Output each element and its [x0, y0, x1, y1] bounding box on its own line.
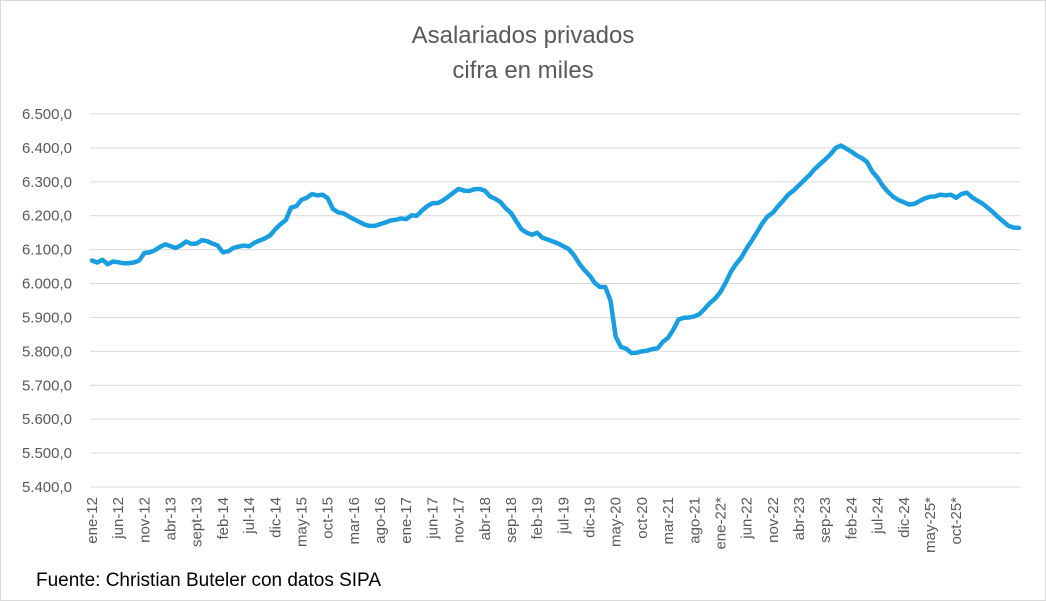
y-tick-label: 6.200,0: [22, 208, 72, 225]
y-tick-label: 5.400,0: [22, 479, 72, 496]
x-tick-label: ene-12: [84, 497, 101, 544]
x-tick-label: jun-17: [424, 497, 441, 540]
x-tick-label: nov-22: [765, 497, 782, 543]
chart-title: Asalariados privados: [411, 22, 635, 49]
x-tick-label: jul-19: [555, 497, 572, 535]
y-tick-label: 5.600,0: [22, 411, 72, 428]
x-tick-label: abr-18: [477, 497, 494, 540]
x-tick-label: sep-18: [503, 497, 520, 543]
x-tick-label: may-25*: [922, 497, 939, 553]
y-tick-label: 5.500,0: [22, 445, 72, 462]
y-tick-label: 5.900,0: [22, 309, 72, 326]
x-tick-label: ago-21: [686, 497, 703, 544]
x-tick-label: abr-13: [163, 497, 180, 540]
y-tick-label: 6.100,0: [22, 242, 72, 259]
x-tick-label: ene-17: [398, 497, 415, 544]
y-tick-label: 6.500,0: [22, 106, 72, 123]
x-tick-label: ene-22*: [712, 497, 729, 550]
x-tick-label: may-15: [293, 497, 310, 547]
x-tick-label: mar-16: [346, 497, 363, 545]
x-tick-label: nov-12: [136, 497, 153, 543]
series-line: [89, 143, 1022, 356]
x-tick-label: jun-12: [110, 497, 127, 540]
gridlines: [90, 113, 1021, 488]
x-tick-label: jun-22: [739, 497, 756, 540]
x-tick-label: feb-14: [215, 497, 232, 540]
x-tick-label: feb-24: [843, 497, 860, 540]
x-tick-label: dic-24: [896, 497, 913, 538]
y-tick-label: 6.300,0: [22, 174, 72, 191]
y-tick-label: 5.700,0: [22, 377, 72, 394]
x-tick-label: ago-16: [372, 497, 389, 544]
x-axis: ene-12 jun-12 nov-12 abr-13 sept-13 feb-14 jul…: [84, 497, 965, 553]
chart-subtitle: cifra en miles: [452, 57, 594, 84]
y-tick-label: 6.400,0: [22, 140, 72, 157]
x-tick-label: nov-17: [451, 497, 468, 543]
y-tick-label: 6.000,0: [22, 276, 72, 293]
y-tick-label: 5.800,0: [22, 343, 72, 360]
x-tick-label: sep-23: [817, 497, 834, 543]
x-tick-label: dic-19: [582, 497, 599, 538]
source-note: Fuente: Christian Buteler con datos SIPA: [36, 570, 381, 591]
x-tick-label: mar-21: [660, 497, 677, 545]
x-tick-label: feb-19: [529, 497, 546, 540]
x-tick-label: oct-25*: [948, 497, 965, 545]
x-tick-label: may-20: [608, 497, 625, 547]
x-tick-label: jul-24: [870, 497, 887, 535]
x-tick-label: sept-13: [189, 497, 206, 547]
x-tick-label: oct-20: [634, 497, 651, 539]
x-tick-label: jul-14: [241, 497, 258, 535]
x-tick-label: dic-14: [267, 497, 284, 538]
y-axis: 6.500,0 6.400,0 6.300,0 6.200,0 6.100,0 6.000…: [22, 106, 72, 496]
x-tick-label: abr-23: [791, 497, 808, 540]
plot-area: [89, 143, 1022, 356]
x-tick-label: oct-15: [320, 497, 337, 539]
